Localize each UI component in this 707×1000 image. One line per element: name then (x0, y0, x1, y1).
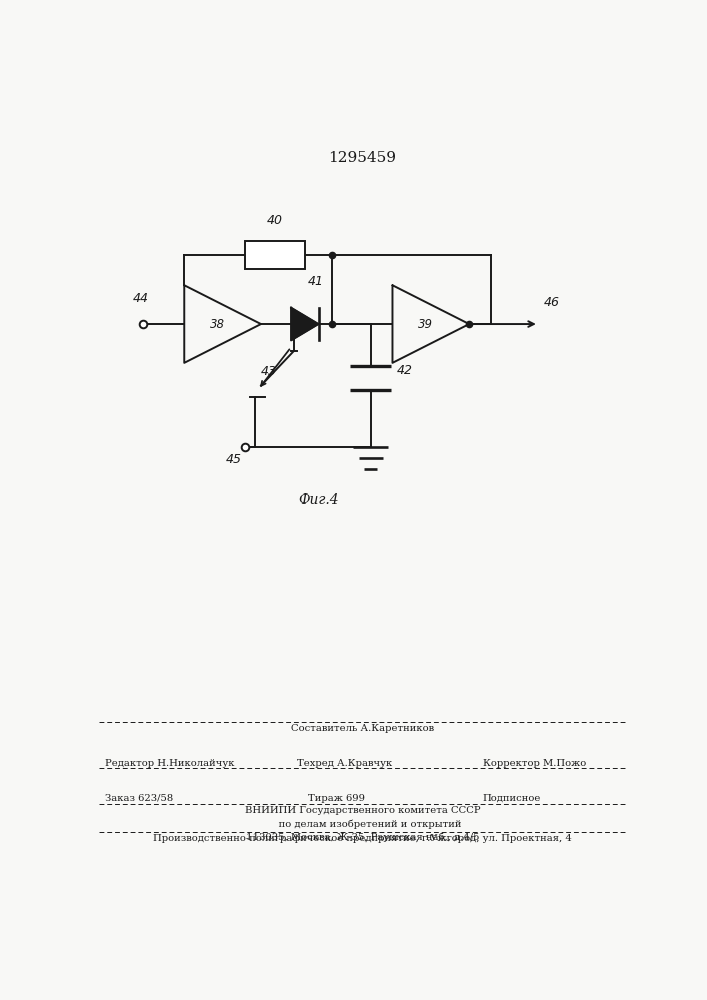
Text: 40: 40 (267, 214, 283, 227)
Text: 46: 46 (544, 296, 560, 309)
Text: 39: 39 (418, 318, 433, 331)
Text: Техред А.Кравчук: Техред А.Кравчук (297, 759, 392, 768)
Text: 1295459: 1295459 (328, 151, 397, 165)
Polygon shape (291, 308, 319, 340)
Text: ВНИИПИ Государственного комитета СССР
     по делам изобретений и открытий
11303: ВНИИПИ Государственного комитета СССР по… (245, 806, 480, 842)
Text: Производственно-полиграфическое предприятие, г.Ужгород, ул. Проектная, 4: Производственно-полиграфическое предприя… (153, 834, 572, 843)
Text: Заказ 623/58: Заказ 623/58 (105, 794, 173, 803)
Text: 42: 42 (397, 364, 413, 377)
Text: Составитель А.Каретников: Составитель А.Каретников (291, 724, 434, 733)
Text: Тираж 699: Тираж 699 (308, 794, 365, 803)
Text: 38: 38 (210, 318, 225, 331)
Text: Фиг.4: Фиг.4 (298, 493, 339, 507)
Text: Редактор Н.Николайчук: Редактор Н.Николайчук (105, 759, 234, 768)
Text: 44: 44 (132, 292, 148, 305)
Bar (245, 241, 305, 269)
Text: 45: 45 (226, 453, 242, 466)
Text: Корректор М.Пожо: Корректор М.Пожо (483, 759, 586, 768)
Text: Подписное: Подписное (483, 794, 542, 803)
Text: 41: 41 (308, 275, 324, 288)
Text: 43: 43 (261, 365, 277, 378)
